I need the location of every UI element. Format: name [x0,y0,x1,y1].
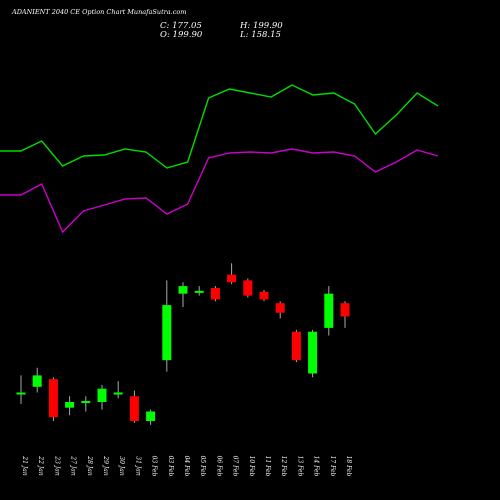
candle-body [194,290,204,293]
candlesticks [16,263,350,425]
candle-16 [275,301,285,319]
indicator-line-upper [0,84,439,169]
candle-body [291,331,301,361]
high-value: H: 199.90 [239,21,283,31]
candle-14 [243,278,253,298]
x-tick-label: 13 Feb [296,456,303,477]
x-tick-label: 29 Jan [102,455,109,476]
candle-body [243,280,253,296]
candle-body [324,293,334,328]
x-axis-labels: 21 Jan 22 Jan 23 Jan 27 Jan 28 Jan 29 Jan 30 J… [21,455,352,476]
candle-7 [129,390,139,423]
candle-2 [48,377,58,421]
x-tick-label: 05 Feb [199,456,206,477]
candle-body [340,303,350,317]
candle-13 [227,263,237,285]
candle-12 [210,286,220,302]
candle-body [65,402,75,408]
candle-body [16,392,26,395]
x-tick-label: 30 Jan [118,456,125,476]
candle-18 [308,329,318,378]
candle-body [259,291,269,300]
x-tick-label: 03 Feb [151,456,158,477]
candle-11 [194,286,204,296]
candle-9 [162,280,172,372]
x-tick-label: 21 Jan [21,455,28,476]
candle-body [81,401,91,404]
x-tick-label: 10 Feb [248,456,255,477]
candle-19 [324,286,334,336]
candle-3 [65,396,75,416]
candle-body [178,286,188,294]
candle-body [146,411,156,421]
candle-6 [113,381,123,399]
x-tick-label: 14 Feb [313,456,320,477]
candle-0 [16,375,26,404]
candle-17 [291,329,301,363]
indicator-lines [0,84,439,234]
x-tick-label: 17 Feb [329,456,336,477]
x-tick-label: 12 Feb [280,456,287,477]
candle-body [48,379,58,418]
open-value: O: 199.90 [160,30,203,40]
candle-body [97,388,107,402]
candle-20 [340,301,350,328]
x-tick-label: 07 Feb [232,456,239,477]
candle-10 [178,282,188,307]
candle-body [308,331,318,374]
candle-body [32,375,42,387]
candle-8 [146,409,156,425]
x-tick-label: 28 Jan [86,455,93,476]
candle-body [113,392,123,395]
candle-body [129,396,139,421]
close-value: C: 177.05 [160,21,202,31]
candle-1 [32,367,42,393]
candle-4 [81,396,91,412]
candle-body [227,274,237,283]
x-tick-label: 18 Feb [345,456,352,477]
indicator-line-lower [0,148,439,234]
x-tick-label: 11 Feb [264,456,271,477]
x-tick-label: 22 Jan [37,455,44,476]
x-tick-label: 03 Feb [167,456,174,477]
x-tick-label: 23 Jan [53,455,60,476]
x-tick-label: 27 Jan [70,455,77,476]
chart-title: ADANIENT 2040 CE Option Chart MunafaSutr… [11,8,186,16]
x-tick-label: 06 Feb [215,456,222,477]
x-tick-label: 04 Feb [183,456,190,477]
x-tick-label: 31 Jan [134,456,141,476]
candle-5 [97,384,107,410]
candle-15 [259,289,269,302]
candle-body [210,288,220,300]
low-value: L: 158.15 [239,30,281,40]
candle-body [275,303,285,313]
candle-body [162,305,172,361]
